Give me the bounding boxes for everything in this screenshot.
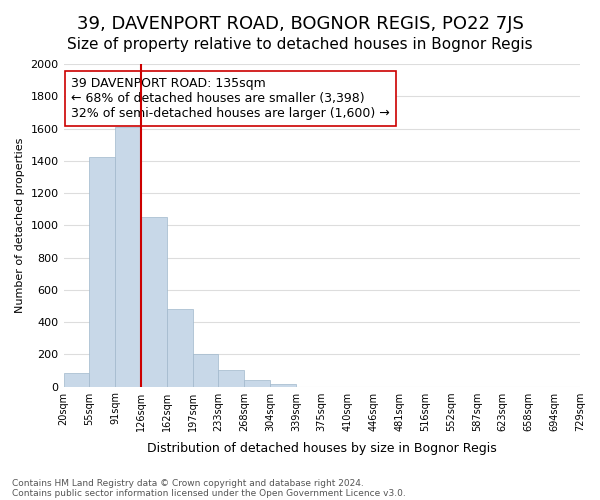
Text: Contains public sector information licensed under the Open Government Licence v3: Contains public sector information licen… xyxy=(12,488,406,498)
Bar xyxy=(64,373,89,386)
Bar xyxy=(167,309,193,386)
Text: Contains HM Land Registry data © Crown copyright and database right 2024.: Contains HM Land Registry data © Crown c… xyxy=(12,478,364,488)
Bar xyxy=(89,156,115,386)
Bar xyxy=(244,380,270,386)
Bar xyxy=(115,127,141,386)
Bar xyxy=(270,384,296,386)
Bar xyxy=(218,370,244,386)
Text: 39 DAVENPORT ROAD: 135sqm
← 68% of detached houses are smaller (3,398)
32% of se: 39 DAVENPORT ROAD: 135sqm ← 68% of detac… xyxy=(71,77,390,120)
Y-axis label: Number of detached properties: Number of detached properties xyxy=(15,138,25,313)
Bar xyxy=(193,354,218,386)
X-axis label: Distribution of detached houses by size in Bognor Regis: Distribution of detached houses by size … xyxy=(147,442,497,455)
Bar xyxy=(141,217,167,386)
Text: 39, DAVENPORT ROAD, BOGNOR REGIS, PO22 7JS: 39, DAVENPORT ROAD, BOGNOR REGIS, PO22 7… xyxy=(77,15,523,33)
Text: Size of property relative to detached houses in Bognor Regis: Size of property relative to detached ho… xyxy=(67,38,533,52)
